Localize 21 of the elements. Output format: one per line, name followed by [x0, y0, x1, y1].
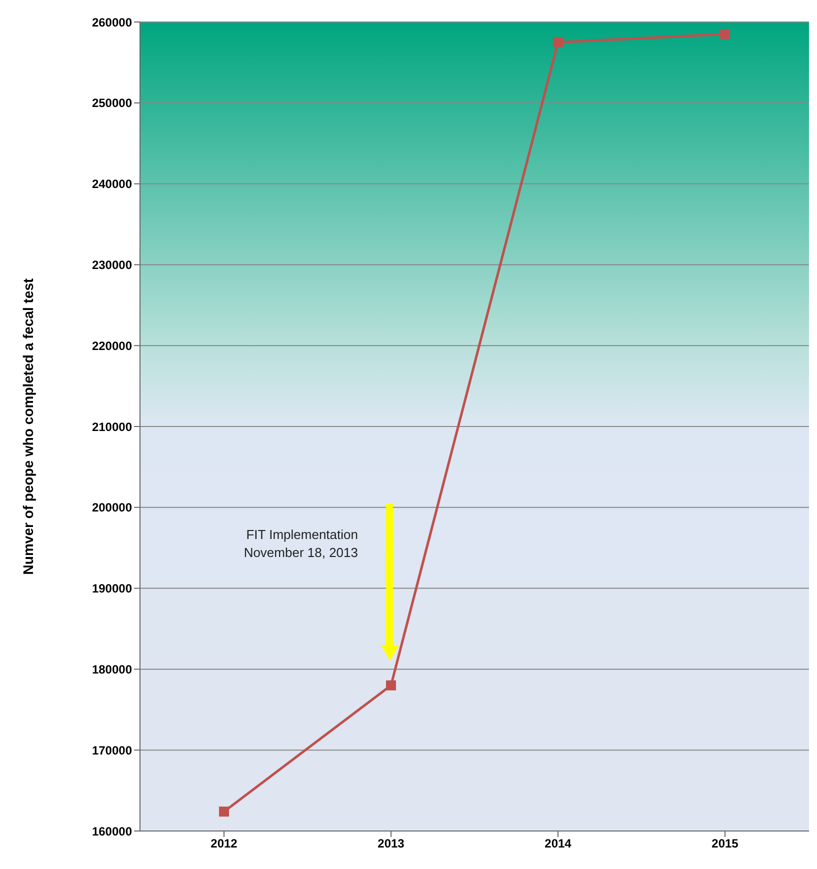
y-tick-label: 170000 — [92, 743, 132, 758]
y-tick-label: 190000 — [92, 582, 132, 596]
y-tick-label: 160000 — [92, 824, 132, 838]
y-tick-label: 250000 — [92, 96, 132, 110]
x-tick-label: 2012 — [210, 836, 238, 851]
annotation: FIT Implementation November 18, 2013 — [242, 526, 358, 562]
x-tick-label: 2013 — [378, 836, 405, 851]
y-tick-label: 230000 — [92, 258, 132, 272]
y-tick-label: 260000 — [92, 15, 132, 30]
point — [553, 37, 563, 48]
y-tick-label: 210000 — [92, 420, 132, 434]
x-tick-label: 2014 — [544, 836, 572, 851]
y-axis-title: Numver of peope who completed a fecal test — [20, 278, 36, 575]
y-tick-label: 200000 — [92, 500, 132, 515]
x-tick-label: 2015 — [712, 836, 739, 851]
y-tick-label: 240000 — [92, 177, 132, 192]
y-tick-label: 180000 — [92, 662, 132, 676]
y-tick-label: 220000 — [92, 338, 132, 353]
point — [219, 806, 229, 817]
point — [386, 680, 396, 690]
point — [720, 29, 730, 40]
